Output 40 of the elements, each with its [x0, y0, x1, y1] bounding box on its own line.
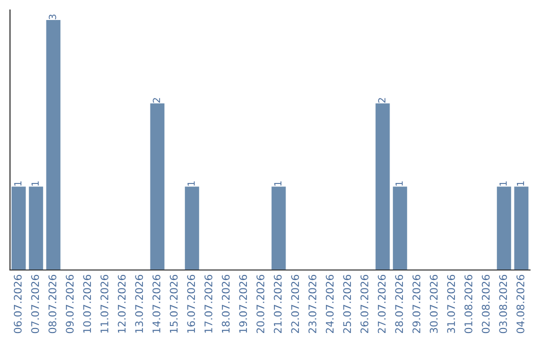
- x-tick-label: 09.07.2026: [66, 274, 74, 334]
- x-tick-label: 23.07.2026: [308, 274, 316, 334]
- data-label: 3: [48, 14, 56, 20]
- x-tick-label: 26.07.2026: [360, 274, 368, 334]
- x-tick-label: 28.07.2026: [395, 274, 404, 334]
- data-label: 1: [274, 181, 282, 186]
- x-tick-label: 14.07.2026: [152, 274, 160, 333]
- x-tick-label: 25.07.2026: [343, 274, 352, 334]
- x-tick-label: 18.07.2026: [222, 274, 230, 333]
- x-tick-label: 31.07.2026: [447, 274, 456, 334]
- x-tick-label: 22.07.2026: [291, 274, 300, 334]
- x-tick-label: 24.07.2026: [326, 274, 334, 334]
- data-label: 1: [14, 181, 22, 186]
- x-tick-label: 17.07.2026: [204, 274, 212, 333]
- x-tick-label: 21.07.2026: [274, 274, 282, 334]
- x-tick-label: 15.07.2026: [170, 274, 178, 333]
- x-tick-label: 04.08.2026: [516, 274, 524, 334]
- data-label: 1: [396, 181, 403, 186]
- x-tick-label: 27.07.2026: [378, 274, 386, 334]
- data-label: 1: [32, 181, 39, 186]
- x-tick-label: 13.07.2026: [135, 274, 144, 333]
- x-tick-label: 29.07.2026: [412, 274, 420, 334]
- data-label: 1: [500, 181, 507, 186]
- x-tick-label: 03.08.2026: [499, 274, 508, 334]
- x-tick-label: 19.07.2026: [239, 274, 248, 333]
- x-tick-label: 30.07.2026: [430, 274, 438, 334]
- x-tick-label: 07.07.2026: [31, 274, 40, 334]
- data-label: 1: [516, 181, 524, 186]
- x-tick-label: 16.07.2026: [187, 274, 196, 333]
- x-tick-label: 12.07.2026: [118, 274, 126, 333]
- data-label: 1: [188, 181, 195, 186]
- x-tick-label: 02.08.2026: [482, 274, 490, 334]
- x-tick-label: 08.07.2026: [48, 274, 56, 334]
- x-tick-label: 11.07.2026: [100, 274, 108, 333]
- x-tick-label: 01.08.2026: [464, 274, 472, 334]
- x-tick-label: 06.07.2026: [14, 274, 22, 334]
- x-tick-label: 10.07.2026: [83, 274, 92, 333]
- x-tick-label: 20.07.2026: [256, 274, 264, 334]
- data-label: 2: [152, 98, 160, 103]
- data-label: 2: [378, 98, 386, 103]
